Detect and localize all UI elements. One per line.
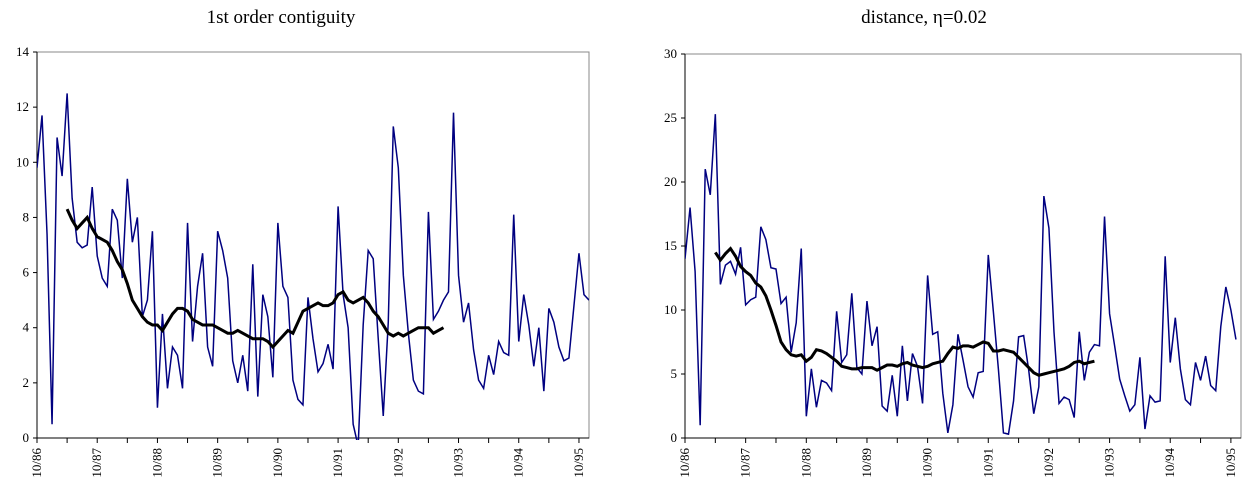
- x-tick-label: 10/89: [859, 448, 874, 478]
- x-tick-label: 10/93: [1102, 448, 1117, 478]
- chart-title: 1st order contiguity: [207, 7, 356, 28]
- y-tick-label: 25: [664, 110, 677, 125]
- y-tick-label: 4: [23, 320, 30, 335]
- x-tick-label: 10/87: [89, 448, 104, 478]
- series-line-moving-average: [65, 208, 445, 350]
- x-tick-label: 10/88: [798, 448, 813, 478]
- y-tick-label: 10: [16, 154, 29, 169]
- y-tick-label: 30: [664, 46, 677, 61]
- x-tick-label: 10/91: [980, 448, 995, 478]
- y-tick-label: 15: [664, 238, 677, 253]
- x-tick-label: 10/93: [451, 448, 466, 478]
- chart-first-order-contiguity: 1st order contiguity 0 2 4 6 8 10 12 14 10/86 10/8…: [16, 7, 590, 478]
- x-tick-label: 10/91: [330, 448, 345, 478]
- y-tick-label: 6: [23, 265, 30, 280]
- series-line-raw: [685, 114, 1237, 436]
- series-line-raw: [37, 93, 589, 440]
- x-tick-label: 10/95: [1223, 448, 1238, 478]
- y-tick-label: 2: [23, 375, 30, 390]
- x-tick-label: 10/90: [270, 448, 285, 478]
- x-tick-label: 10/94: [511, 448, 526, 478]
- y-tick-label: 14: [16, 44, 30, 59]
- x-tick-label: 10/86: [677, 448, 692, 478]
- y-tick-label: 20: [664, 174, 677, 189]
- x-tick-label: 10/90: [920, 448, 935, 478]
- y-tick-label: 5: [671, 366, 678, 381]
- y-tick-label: 0: [671, 430, 678, 445]
- x-tick-label: 10/89: [210, 448, 225, 478]
- x-tick-label: 10/86: [29, 448, 44, 478]
- series-line-moving-average: [714, 246, 1095, 377]
- y-tick-label: 12: [16, 99, 29, 114]
- chart-distance-eta: distance, η=0.02 0 5 10 15 20 25 30 10/86 10/87 10…: [664, 7, 1242, 478]
- x-tick-label: 10/87: [738, 448, 753, 478]
- x-tick-label: 10/92: [1041, 448, 1056, 478]
- chart-title: distance, η=0.02: [861, 7, 987, 28]
- x-tick-label: 10/94: [1162, 448, 1177, 478]
- y-tick-label: 8: [23, 209, 30, 224]
- plot-area: [684, 53, 1242, 439]
- y-tick-label: 0: [23, 430, 30, 445]
- x-tick-label: 10/92: [390, 448, 405, 478]
- x-tick-label: 10/88: [149, 448, 164, 478]
- y-tick-label: 10: [664, 302, 677, 317]
- x-tick-label: 10/95: [571, 448, 586, 478]
